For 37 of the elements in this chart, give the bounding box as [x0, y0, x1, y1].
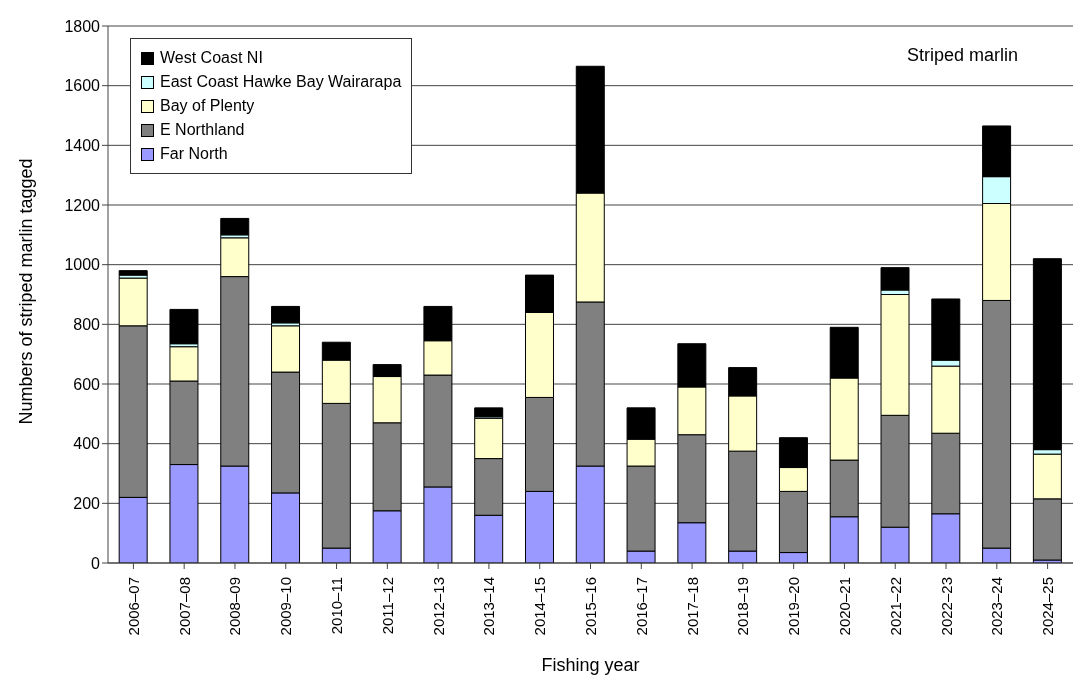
legend-label: Bay of Plenty: [160, 97, 255, 115]
x-tick-label: 2024–25: [1039, 577, 1057, 636]
x-tick-label: 2008–09: [226, 577, 244, 636]
y-tick-label: 200: [73, 495, 101, 513]
y-tick-label: 1200: [64, 196, 101, 214]
y-tick-label: 1800: [64, 17, 101, 35]
y-axis-title: Numbers of striped marlin tagged: [16, 158, 37, 425]
y-tick-label: 400: [73, 435, 101, 453]
x-tick-label: 2019–20: [785, 577, 803, 636]
text: Striped marlin: [906, 45, 1018, 65]
x-tick-label: 2023–24: [988, 577, 1006, 636]
x-tick-label: 2007–08: [175, 577, 193, 636]
legend-label: West Coast NI: [160, 49, 263, 67]
legend-label: Far North: [160, 145, 228, 163]
x-tick-label: 2014–15: [531, 577, 549, 636]
x-tick-label: 2017–18: [683, 577, 701, 636]
x-tick-label: 2022–23: [937, 577, 955, 636]
x-tick-label: 2006–07: [124, 577, 142, 636]
x-axis-title: Fishing year: [541, 655, 640, 675]
x-tick-label: 2015–16: [582, 577, 599, 636]
y-tick-label: 1400: [64, 137, 101, 155]
y-tick-label: 800: [73, 316, 101, 334]
x-tick-label: 2012–13: [429, 577, 447, 636]
x-tick-label: 2009–10: [277, 577, 295, 636]
y-tick-label: 1600: [64, 77, 101, 95]
x-tick-label: 2018–19: [734, 577, 752, 636]
x-tick-label: 2013–14: [480, 577, 498, 636]
x-tick-label: 2020–21: [835, 577, 853, 636]
y-tick-label: 600: [73, 375, 101, 393]
x-tick-label: 2010–11: [328, 577, 346, 635]
y-tick-label: 1000: [64, 256, 101, 274]
y-tick-label: 0: [91, 554, 101, 572]
legend-label: East Coast Hawke Bay Wairarapa: [160, 73, 402, 91]
legend-label: E Northland: [160, 121, 245, 139]
x-tick-label: 2011–12: [378, 577, 396, 635]
x-tick-label: 2016–17: [632, 577, 650, 636]
x-tick-label: 2021–22: [886, 577, 904, 636]
